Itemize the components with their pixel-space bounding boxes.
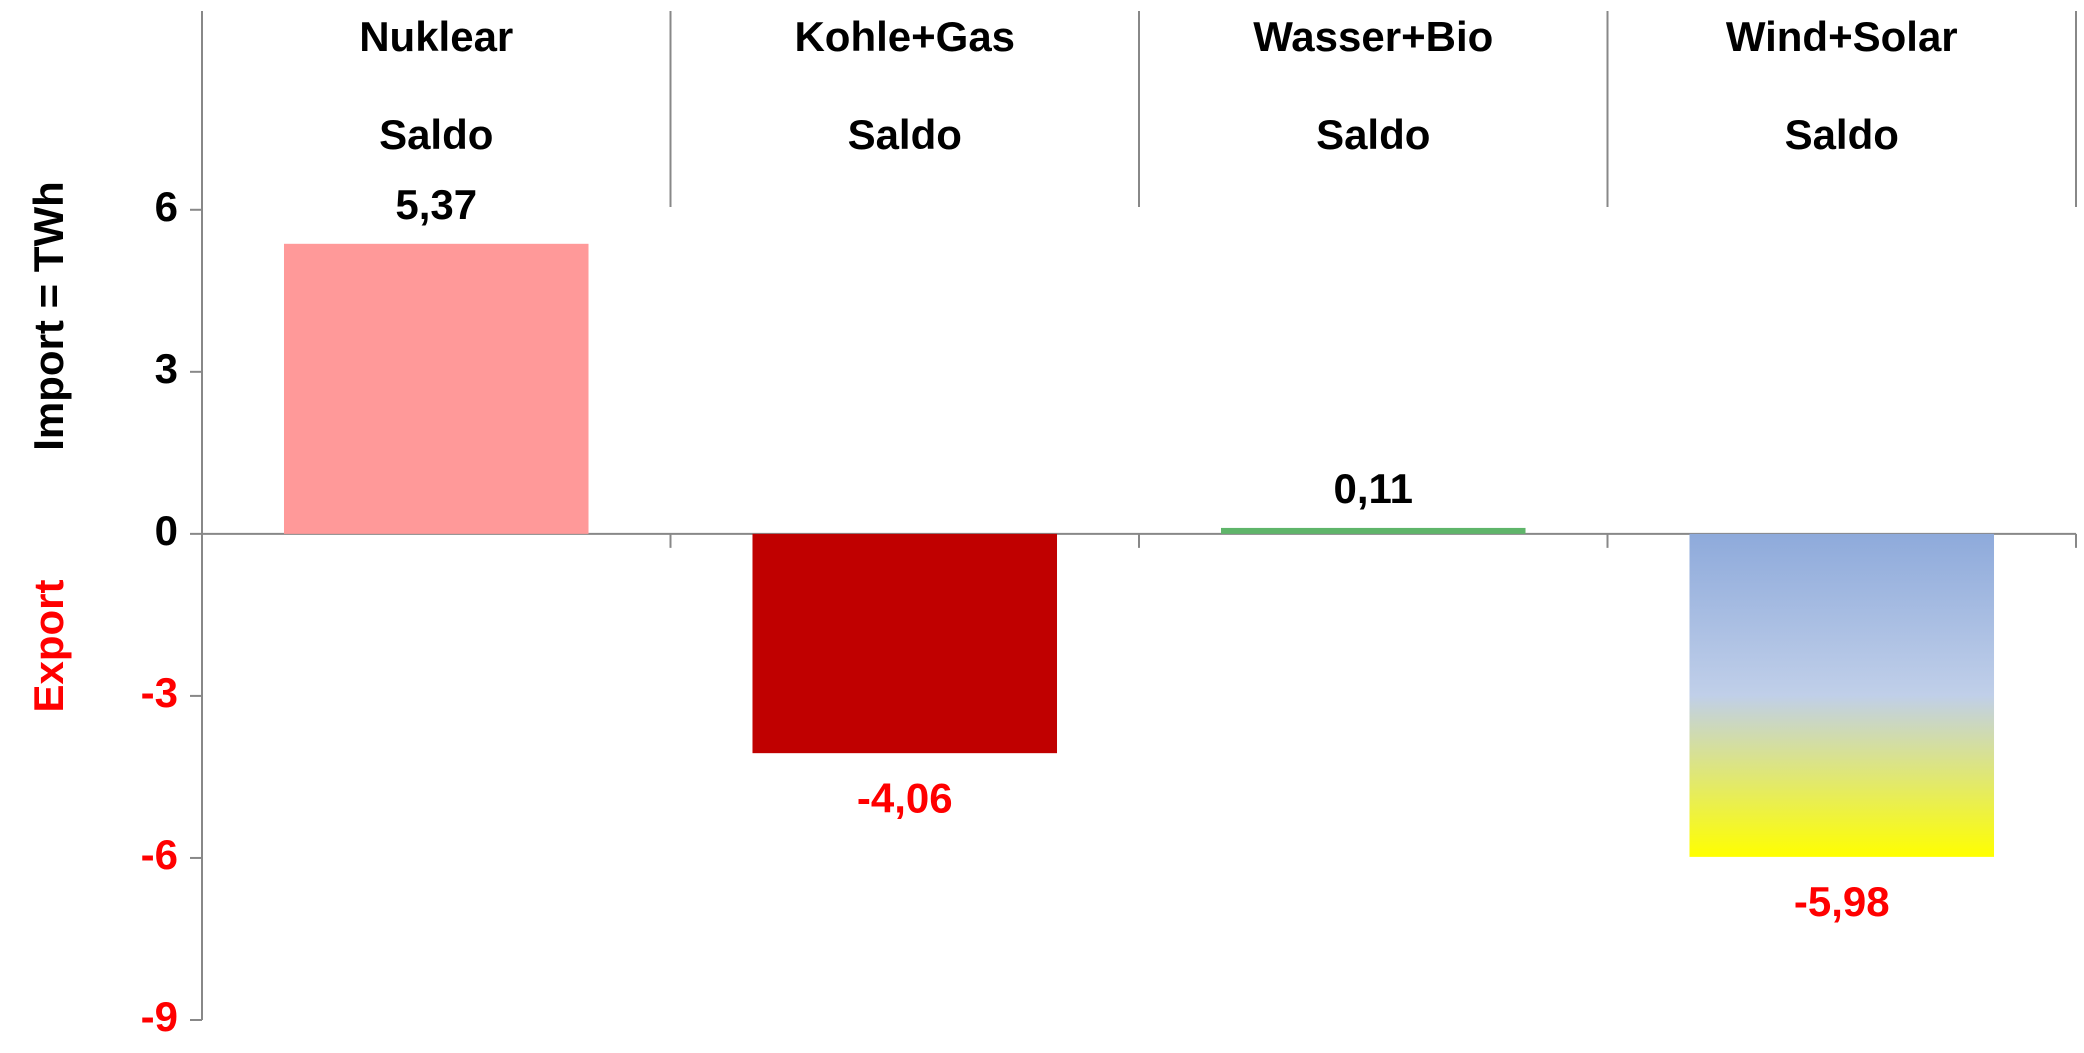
bar [1689,533,1995,857]
x-tick-label: Wasser+Bio [1253,13,1493,60]
y-axis-title: Import = TWh [25,181,72,450]
x-tick-label: Wind+Solar [1726,13,1958,60]
x-tick-label: Kohle+Gas [794,13,1015,60]
y-tick-label: -6 [141,831,178,878]
y-tick-label: 6 [155,183,178,230]
x-tick-label: Saldo [848,111,962,158]
value-label: 5,37 [395,181,477,228]
value-label: -4,06 [857,774,953,821]
y-tick-label: -3 [141,669,178,716]
y-tick-label: 0 [155,507,178,554]
y-axis-title-negative: Export [25,579,72,712]
y-tick-label: 3 [155,345,178,392]
bar [752,533,1058,754]
value-label: -5,98 [1794,878,1890,925]
x-tick-label: Saldo [1785,111,1899,158]
y-tick-label: -9 [141,993,178,1040]
x-tick-label: Nuklear [359,13,513,60]
x-tick-label: Saldo [1316,111,1430,158]
x-tick-label: Saldo [379,111,493,158]
value-label: 0,11 [1334,465,1413,512]
bar [1220,527,1526,534]
bar [283,243,589,534]
